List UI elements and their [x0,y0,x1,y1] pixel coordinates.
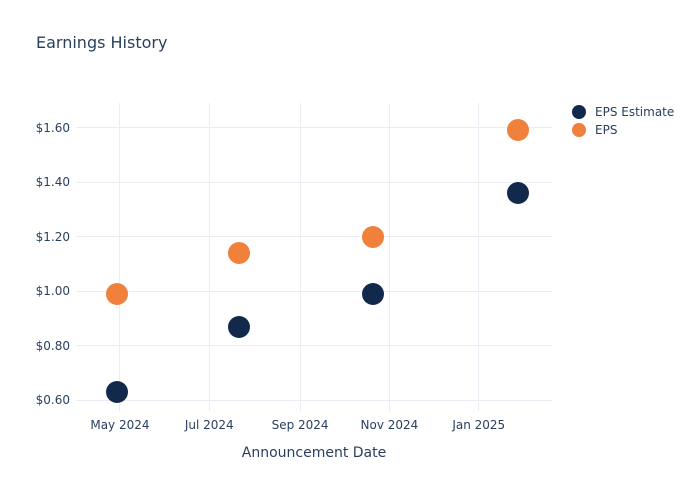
x-gridline-jan-2025 [478,103,480,411]
legend-label-eps-estimate: EPS Estimate [595,105,675,119]
marker-eps-0[interactable] [106,282,128,305]
y-gridline-1.6 [76,127,552,129]
y-gridline-1.4 [76,181,552,183]
x-tick-label-nov-2024: Nov 2024 [360,418,419,432]
y-gridline-0.6 [76,399,552,401]
legend-marker-eps-estimate-icon [572,105,586,119]
legend-item-eps[interactable]: EPS [572,123,674,137]
y-tick-label-1.2: $1.20 [35,229,70,244]
x-tick-label-jul-2024: Jul 2024 [184,418,234,432]
y-tick-label-0.8: $0.80 [35,338,70,353]
y-tick-label-1.4: $1.40 [35,175,70,190]
x-gridline-jul-2024 [208,103,210,411]
legend: EPS Estimate EPS [572,105,674,137]
y-gridline-0.8 [76,345,552,347]
x-gridline-sep-2024 [299,103,301,411]
chart-title: Earnings History [36,33,168,52]
y-tick-label-1.6: $1.60 [35,120,70,135]
marker-eps-estimate-3[interactable] [507,181,530,204]
x-axis-title: Announcement Date [241,445,387,461]
plot-area[interactable] [76,103,552,411]
marker-eps-1[interactable] [227,241,250,264]
x-gridline-may-2024 [119,103,121,411]
y-gridline-1.2 [76,236,552,238]
marker-eps-estimate-2[interactable] [362,282,385,305]
marker-eps-estimate-0[interactable] [106,380,128,403]
y-gridline-1 [76,290,552,292]
legend-label-eps: EPS [595,123,618,137]
marker-eps-estimate-1[interactable] [227,315,250,338]
x-tick-label-sep-2024: Sep 2024 [271,418,329,432]
legend-item-eps-estimate[interactable]: EPS Estimate [572,105,674,119]
marker-eps-3[interactable] [507,119,530,142]
x-tick-label-jan-2025: Jan 2025 [452,418,506,432]
legend-marker-eps-icon [572,123,586,137]
x-gridline-nov-2024 [388,103,390,411]
y-tick-label-1: $1.00 [35,284,70,299]
x-tick-label-may-2024: May 2024 [90,418,150,432]
y-tick-label-0.6: $0.60 [35,393,70,408]
marker-eps-2[interactable] [362,225,385,248]
